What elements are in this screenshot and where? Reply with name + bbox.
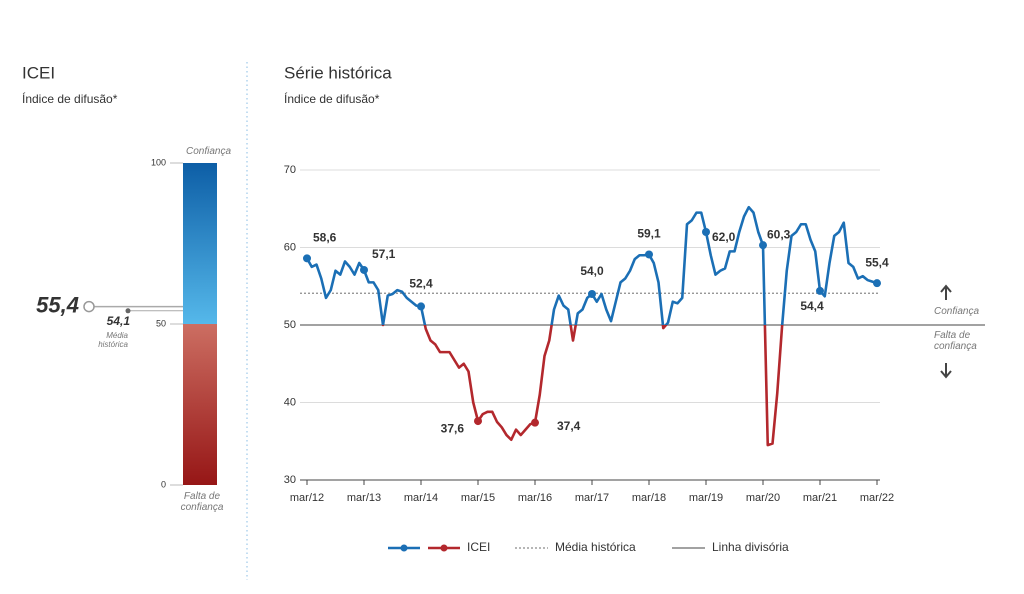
data-label: 58,6 xyxy=(313,231,337,245)
gauge-tick-label: 50 xyxy=(156,318,166,328)
data-label: 59,1 xyxy=(637,227,661,241)
gauge-bottom-label: Falta de confiança xyxy=(180,491,224,513)
y-tick-label: 70 xyxy=(284,164,296,176)
y-tick-label: 50 xyxy=(284,319,296,331)
gauge-tick-label: 0 xyxy=(161,479,166,489)
x-tick-label: mar/18 xyxy=(632,492,666,504)
gauge-lower xyxy=(183,324,217,485)
gauge-tick-label: 100 xyxy=(151,157,166,167)
data-label: 60,3 xyxy=(767,227,791,241)
data-point xyxy=(759,241,767,250)
legend-swatch xyxy=(440,544,448,552)
y-tick-label: 60 xyxy=(284,241,296,253)
x-tick-label: mar/20 xyxy=(746,492,780,504)
data-point xyxy=(417,302,425,311)
gauge-subtitle: Índice de difusão* xyxy=(22,91,118,106)
series-line-above xyxy=(305,205,878,325)
gauge-reference-name: Média histórica xyxy=(98,331,128,349)
chart-title: Série histórica xyxy=(284,63,392,82)
x-tick-label: mar/21 xyxy=(803,492,837,504)
data-point xyxy=(531,418,539,427)
data-point xyxy=(360,265,368,274)
data-label: 62,0 xyxy=(712,230,736,244)
data-point xyxy=(303,254,311,263)
x-tick-label: mar/16 xyxy=(518,492,552,504)
legend-label: ICEI xyxy=(467,540,490,554)
y-tick-label: 40 xyxy=(284,396,296,408)
data-label: 55,4 xyxy=(865,255,889,269)
x-tick-label: mar/17 xyxy=(575,492,609,504)
side-label-above: Confiança xyxy=(934,306,980,317)
gauge-upper xyxy=(183,163,217,324)
data-point xyxy=(816,286,824,295)
data-label: 57,1 xyxy=(372,247,396,261)
data-label: 52,4 xyxy=(409,277,433,291)
side-label-below: Falta de confiança xyxy=(934,330,977,352)
down-arrow xyxy=(940,363,952,379)
gauge-value-label: 55,4 xyxy=(36,292,79,317)
data-point xyxy=(474,417,482,426)
data-point xyxy=(873,279,881,288)
gauge-value-marker xyxy=(83,300,95,313)
y-tick-label: 30 xyxy=(284,474,296,486)
data-label: 37,6 xyxy=(441,421,465,435)
x-tick-label: mar/15 xyxy=(461,492,495,504)
legend-label: Linha divisória xyxy=(712,540,789,554)
x-tick-label: mar/12 xyxy=(290,492,324,504)
gauge-top-label: Confiança xyxy=(186,146,232,157)
legend-swatch xyxy=(400,544,408,552)
gauge-title: ICEI xyxy=(22,63,55,82)
data-point xyxy=(588,290,596,298)
x-tick-label: mar/14 xyxy=(404,492,438,504)
data-point xyxy=(702,228,710,236)
data-label: 54,4 xyxy=(800,299,824,313)
series-line-below xyxy=(381,325,784,447)
data-point xyxy=(645,250,653,259)
gauge-reference-label: 54,1 xyxy=(107,314,131,328)
data-label: 37,4 xyxy=(557,419,581,433)
x-tick-label: mar/13 xyxy=(347,492,381,504)
gauge-reference-marker xyxy=(125,308,131,314)
data-label: 54,0 xyxy=(580,264,604,278)
x-tick-label: mar/22 xyxy=(860,492,894,504)
legend-label: Média histórica xyxy=(555,540,636,554)
x-tick-label: mar/19 xyxy=(689,492,723,504)
up-arrow xyxy=(940,284,952,300)
chart-subtitle: Índice de difusão* xyxy=(284,91,380,106)
